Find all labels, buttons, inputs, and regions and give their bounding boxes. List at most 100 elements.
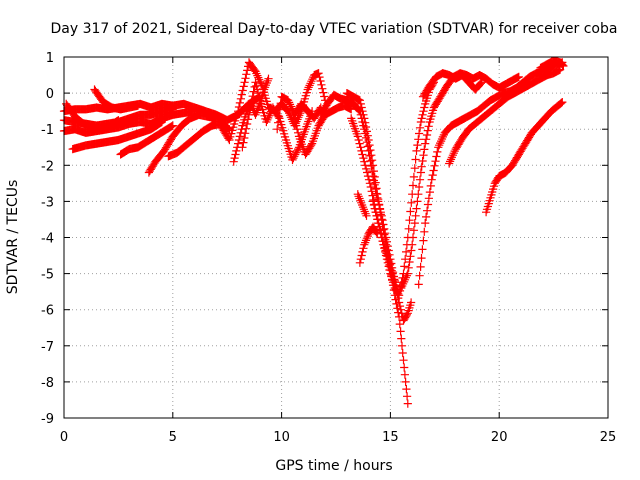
- data-point: [402, 310, 411, 319]
- data-point: [368, 161, 378, 170]
- data-point: [359, 154, 368, 163]
- y-tick-label: -3: [41, 195, 54, 210]
- data-point: [230, 154, 239, 163]
- y-tick-label: -7: [41, 340, 54, 355]
- data-point: [237, 90, 246, 99]
- data-point: [403, 269, 412, 278]
- data-point: [395, 291, 404, 300]
- data-point: [361, 161, 370, 170]
- data-point: [420, 227, 429, 236]
- data-series: [414, 58, 567, 289]
- data-series: [59, 107, 199, 137]
- data-point: [238, 86, 247, 95]
- data-point: [381, 247, 390, 256]
- data-point: [422, 135, 431, 144]
- data-point: [241, 129, 250, 138]
- data-point: [385, 265, 394, 275]
- data-point: [240, 133, 249, 143]
- data-point: [314, 69, 323, 78]
- data-point: [371, 208, 380, 217]
- data-point: [415, 129, 424, 138]
- data-point: [411, 211, 420, 220]
- data-point: [319, 88, 328, 97]
- data-point: [557, 98, 566, 107]
- data-point: [230, 119, 239, 129]
- data-point: [376, 229, 385, 238]
- data-point: [372, 211, 381, 220]
- data-point: [380, 244, 389, 253]
- data-point: [114, 116, 123, 125]
- data-point: [247, 96, 256, 105]
- data-point: [514, 72, 523, 81]
- data-point: [419, 151, 428, 160]
- data-point: [400, 262, 409, 271]
- data-point: [229, 123, 238, 132]
- grid: [64, 57, 608, 418]
- data-point: [416, 117, 425, 127]
- data-point: [234, 139, 243, 148]
- data-point: [235, 98, 244, 107]
- data-point: [274, 112, 284, 121]
- data-point: [427, 175, 436, 184]
- data-series: [536, 56, 568, 72]
- data-point: [407, 198, 416, 207]
- data-point: [374, 195, 383, 204]
- data-point: [418, 245, 427, 254]
- data-point: [423, 206, 432, 215]
- data-point: [232, 146, 241, 155]
- data-point: [401, 377, 410, 386]
- data-point: [244, 110, 254, 119]
- y-tick-label: 1: [46, 51, 54, 66]
- data-series: [68, 117, 166, 154]
- data-point: [301, 91, 310, 100]
- data-point: [242, 70, 251, 79]
- x-axis-label: GPS time / hours: [275, 458, 392, 474]
- data-point: [358, 247, 367, 256]
- data-point: [363, 131, 372, 140]
- data-point: [377, 233, 386, 242]
- data-point: [406, 252, 415, 261]
- data-point: [361, 122, 371, 132]
- data-point: [366, 156, 375, 166]
- data-point: [413, 197, 422, 206]
- data-point: [411, 155, 420, 164]
- data-point: [558, 98, 567, 107]
- data-series: [62, 99, 123, 134]
- data-point: [358, 150, 367, 159]
- data-point: [274, 118, 283, 127]
- data-point: [425, 188, 434, 197]
- data-point: [407, 246, 416, 255]
- data-point: [259, 108, 268, 117]
- data-point: [414, 280, 423, 289]
- data-point: [256, 99, 265, 108]
- data-point: [225, 135, 234, 145]
- data-point: [477, 78, 486, 87]
- data-point: [372, 184, 381, 193]
- data-point: [416, 168, 425, 177]
- data-point: [402, 247, 411, 256]
- data-point: [395, 320, 404, 329]
- data-point: [254, 92, 264, 101]
- data-point: [417, 162, 426, 171]
- data-series: [355, 222, 382, 267]
- data-point: [408, 181, 418, 190]
- data-point: [476, 79, 485, 88]
- data-point: [415, 271, 424, 280]
- data-point: [414, 135, 423, 144]
- data-point: [381, 251, 391, 260]
- x-tick-label: 15: [382, 430, 399, 445]
- data-point: [405, 216, 414, 225]
- data-point: [424, 194, 433, 203]
- data-point: [227, 129, 236, 138]
- data-point: [133, 101, 143, 110]
- y-tick-label: -1: [41, 123, 54, 138]
- data-point: [423, 126, 432, 135]
- data-point: [369, 167, 378, 176]
- data-point: [373, 190, 382, 199]
- x-tick-label: 0: [60, 430, 68, 445]
- data-point: [368, 156, 377, 165]
- data-point: [410, 219, 419, 228]
- data-point: [264, 74, 273, 83]
- data-point: [368, 197, 378, 206]
